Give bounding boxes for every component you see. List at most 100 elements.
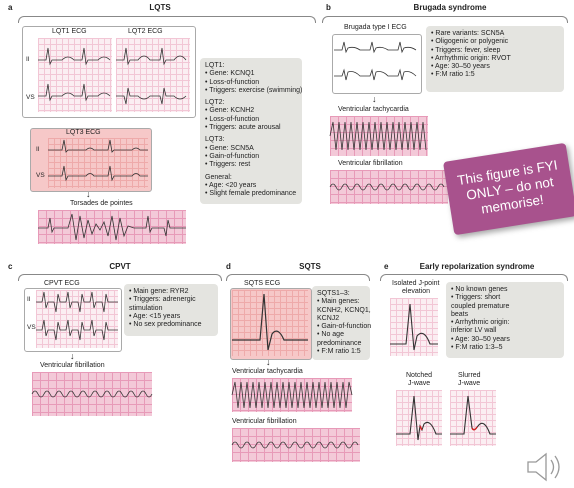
slurred-label-line1: Slurred [458, 372, 481, 379]
slurred-label-line2: J-wave [458, 380, 481, 387]
lqts-info-box: LQT1: • Gene: KCNQ1 • Loss-of-function •… [200, 58, 302, 204]
panel-c-bracket [18, 274, 222, 281]
lqt2-ecg-title: LQT2 ECG [128, 28, 163, 35]
er-ecg-title-line1: Isolated J-point [392, 280, 440, 287]
brugada-ecg-trace [334, 41, 417, 81]
brugada-vf-grid [330, 170, 448, 204]
lqts-info-line: • Gene: KCNH2 [205, 107, 255, 115]
cpvt-info-line: • Main gene: RYR2 [129, 288, 189, 295]
er-info-line: • Triggers: short [451, 294, 501, 302]
panel-b-letter: b [326, 3, 331, 12]
cpvt-down-arrow: ↓ [70, 351, 75, 361]
er-info-line: • F:M ratio 1:3–5 [451, 344, 503, 352]
sqts-info-line: KCNJ2 [317, 314, 340, 322]
lqts-info-line: • Gain-of-function [205, 152, 260, 160]
cpvt-vf-label: Ventricular fibrillation [40, 362, 105, 369]
fyi-note: This figure is FYI ONLY – do not memoris… [442, 142, 574, 236]
sqts-vt-label: Ventricular tachycardia [232, 368, 303, 375]
sqts-info-box: SQTS1–3: • Main genes: KCNH2, KCNQ1, KCN… [312, 286, 372, 360]
sqts-info-line: • Gain-of-function [317, 323, 372, 331]
speaker-icon[interactable] [524, 448, 570, 486]
lqt3-lead-vs: VS [36, 172, 45, 179]
sqts-ecg-title: SQTS ECG [244, 280, 281, 287]
panel-b-bracket [322, 16, 568, 23]
brugada-info-line: • Arrhythmic origin: RVOT [431, 54, 511, 62]
cpvt-info-line: stimulation [129, 304, 163, 312]
sqts-ecg-trace [232, 293, 308, 351]
panel-e-title: Early repolarization syndrome [419, 262, 535, 271]
brugada-info-line: • F:M ratio 1:5 [431, 71, 475, 79]
cpvt-ecg-title: CPVT ECG [44, 280, 80, 287]
torsades-trace [38, 213, 186, 241]
lqt12-ecg-trace [38, 47, 187, 105]
brugada-info-line: • Oligogenic or polygenic [431, 38, 509, 46]
lqts-info-line: • Triggers: rest [205, 161, 251, 169]
er-info-line: coupled premature [451, 302, 510, 310]
sqts-info-line: SQTS1–3: [317, 290, 350, 297]
sqts-vf-label: Ventricular fibrillation [232, 418, 297, 425]
brugada-vt-trace [329, 121, 427, 151]
brugada-vf-label: Ventricular fibrillation [338, 160, 403, 167]
sqts-vt-grid [232, 378, 352, 412]
lqt1-lead-vs: VS [26, 94, 35, 101]
er-ecg-title-line2: elevation [402, 288, 431, 295]
sqts-vt-trace [231, 381, 353, 409]
lqts-info-line: • Loss-of-function [205, 115, 260, 123]
cpvt-lead-vs: VS [27, 324, 36, 331]
er-info-line: beats [451, 310, 469, 318]
cpvt-info-line: • No sex predominance [129, 321, 202, 329]
lqts-info-line: • Triggers: exercise (swimming) [205, 86, 303, 94]
lqts-info-line: LQT2: [205, 99, 225, 107]
lqt3-down-arrow: ↓ [86, 189, 91, 199]
torsades-grid [38, 210, 186, 244]
er-ecg-trace [390, 303, 438, 351]
sqts-info-line: predominance [317, 339, 362, 347]
sqts-info-line: • Main genes: [317, 298, 360, 306]
cpvt-info-box: • Main gene: RYR2 • Triggers: adrenergic… [124, 284, 218, 336]
cpvt-info-line: • Triggers: adrenergic [129, 296, 196, 304]
slurred-ecg-grid [450, 390, 496, 446]
brugada-info-line: • Triggers: fever, sleep [431, 46, 501, 54]
brugada-vt-label: Ventricular tachycardia [338, 106, 409, 113]
panel-a-bracket [18, 16, 316, 23]
notched-label-line2: J-wave [408, 380, 431, 387]
cpvt-info-line: • Age: <15 years [129, 312, 181, 320]
panel-d-bracket [226, 274, 370, 281]
sqts-info-line: • F:M ratio 1:5 [317, 348, 361, 356]
panel-a-letter: a [8, 3, 13, 12]
panel-b-title: Brugada syndrome [413, 3, 487, 12]
lqts-info-line: • Gene: SCN5A [205, 144, 254, 152]
lqts-info-line: • Age: <20 years [205, 181, 257, 189]
brugada-down-arrow: ↓ [372, 94, 377, 104]
brugada-info-line: • Age: 30–50 years [431, 63, 490, 71]
lqt3-ecg-trace [48, 139, 148, 182]
brugada-vf-trace [329, 183, 445, 191]
brugada-info-box: • Rare variants: SCN5A • Oligogenic or p… [426, 26, 564, 92]
cpvt-ecg-trace [36, 291, 118, 341]
lqts-info-line: General: [205, 173, 232, 181]
lqts-info-line: • Slight female predominance [205, 190, 297, 198]
sqts-ecg-grid [232, 290, 308, 356]
lqt1-lead-ii: II [26, 56, 30, 63]
lqts-info-line: LQT3: [205, 136, 225, 144]
er-info-line: • Age: 30–50 years [451, 335, 510, 343]
lqt2-ecg-grid [116, 38, 190, 112]
lqt3-lead-ii: II [36, 146, 40, 153]
torsades-label: Torsades de pointes [70, 200, 133, 207]
brugada-ecg-box [332, 34, 422, 94]
lqt3-ecg-title: LQT3 ECG [66, 129, 101, 136]
brugada-ecg-title: Brugada type I ECG [344, 24, 407, 31]
sqts-info-line: • No age [317, 331, 344, 339]
er-info-line: • No known genes [451, 286, 508, 293]
notched-label-line1: Notched [406, 372, 433, 379]
cpvt-lead-ii: II [27, 296, 31, 303]
er-info-line: • Arrhythmic origin: [451, 319, 510, 327]
sqts-vf-trace [231, 441, 359, 449]
er-info-box: • No known genes • Triggers: short coupl… [446, 282, 564, 358]
panel-d-letter: d [226, 262, 231, 271]
sqts-vf-grid [232, 428, 360, 462]
sqts-info-line: KCNH2, KCNQ1, [317, 306, 371, 314]
lqts-info-line: • Loss-of-function [205, 78, 260, 86]
er-info-line: inferior LV wall [451, 327, 497, 335]
panel-c-title: CPVT [109, 262, 131, 271]
